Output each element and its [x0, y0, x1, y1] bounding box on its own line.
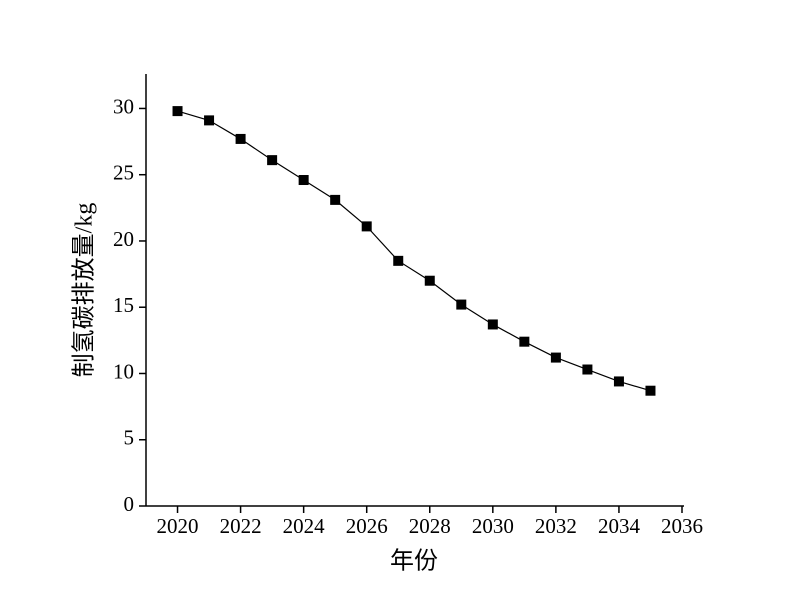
x-tick-label: 2032: [535, 514, 577, 538]
marker: [298, 175, 309, 186]
x-tick-label: 2034: [598, 514, 641, 538]
x-tick-label: 2022: [220, 514, 262, 538]
marker: [550, 352, 561, 363]
y-tick-label: 5: [124, 426, 135, 450]
marker: [330, 194, 341, 205]
marker: [456, 299, 467, 310]
marker: [519, 336, 530, 347]
marker: [204, 115, 215, 126]
y-tick-label: 15: [113, 293, 134, 317]
x-tick-label: 2020: [157, 514, 199, 538]
x-tick-label: 2030: [472, 514, 514, 538]
marker: [582, 364, 593, 375]
x-tick-label: 2024: [283, 514, 326, 538]
y-tick-label: 10: [113, 359, 134, 383]
marker: [267, 155, 278, 166]
marker: [424, 275, 435, 286]
marker: [393, 255, 404, 266]
marker: [235, 133, 246, 144]
marker: [613, 376, 624, 387]
marker: [645, 385, 656, 396]
marker: [487, 319, 498, 330]
y-tick-label: 0: [124, 492, 135, 516]
x-tick-label: 2028: [409, 514, 451, 538]
y-axis-label: 制氢碳排放量/kg: [71, 203, 98, 378]
x-tick-label: 2026: [346, 514, 388, 538]
marker: [361, 221, 372, 232]
marker: [172, 106, 183, 117]
x-tick-label: 2036: [661, 514, 703, 538]
x-axis-label: 年份: [390, 548, 438, 575]
y-tick-label: 30: [113, 94, 134, 118]
y-tick-label: 20: [113, 227, 134, 251]
y-tick-label: 25: [113, 161, 134, 185]
line: [177, 110, 651, 392]
